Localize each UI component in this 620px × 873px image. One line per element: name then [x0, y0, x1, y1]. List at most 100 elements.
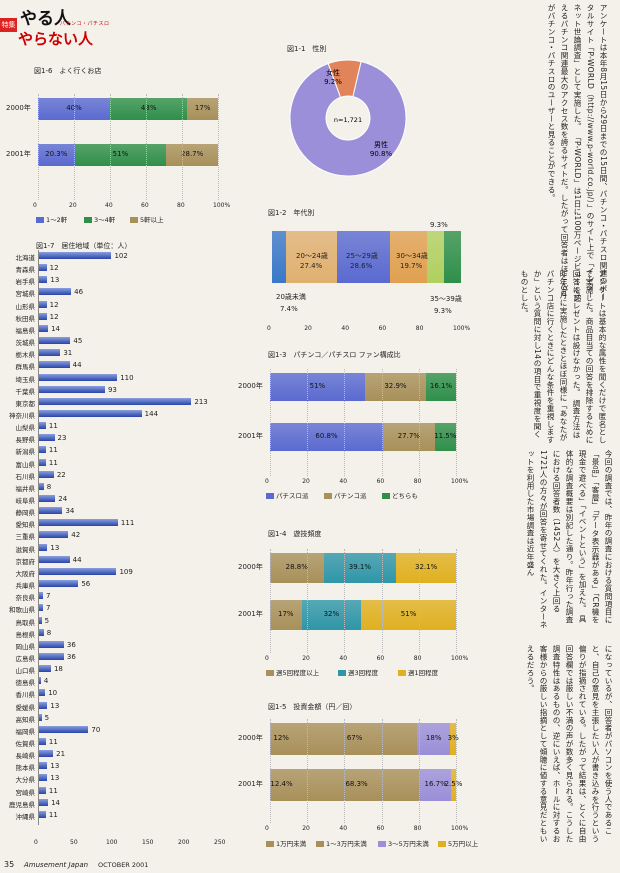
fig13-legend-text: パチスロ派: [276, 492, 309, 500]
fig17-pref-label: 鹿児島県: [9, 800, 35, 809]
fig15-legend-text: 3〜5万円未満: [388, 840, 429, 848]
fig12-segment-value: 7.4%: [280, 305, 298, 313]
fig17-bar: [38, 482, 44, 490]
fig17-bar-value: 11: [48, 810, 58, 819]
fig17-bar-value: 31: [63, 349, 73, 358]
fig14-gridline: [418, 549, 420, 653]
fig17-bar-value: 93: [107, 385, 117, 394]
fig11-female-value: 9.2%: [324, 78, 342, 86]
fig13-bar-label: 16.1%: [429, 382, 453, 390]
fig16-row-label: 2001年: [6, 150, 31, 158]
fig13-bar-label: 51%: [309, 382, 326, 390]
fig17-pref-label: 長崎県: [15, 752, 36, 761]
fig14-tick-label: 80: [413, 655, 422, 662]
fig14-row-label: 2000年: [238, 563, 263, 571]
fig12-segment-label: 20〜24歳: [296, 252, 328, 260]
fig14-legend-text: 週5回程度以上: [276, 669, 320, 677]
fig17-bar: [38, 470, 54, 478]
fig17-title: 図1-7 居住地域（単位：人）: [36, 242, 132, 250]
fig17-bar-value: 56: [81, 580, 91, 589]
fig14-gridline: [456, 549, 457, 653]
fig15-legend-swatch: [316, 841, 324, 847]
fig17-bar-value: 44: [72, 361, 82, 370]
fig15-legend-swatch: [378, 841, 386, 847]
fig17-pref-label: 福井県: [15, 484, 36, 493]
fig16-legend-item: 3〜4軒: [84, 214, 115, 224]
fig17-bar: [38, 713, 42, 721]
fig17-bar: [38, 677, 41, 685]
fig17-bar-value: 34: [65, 507, 75, 516]
fig13-bar-segment: [364, 373, 427, 401]
fig13-gridline: [307, 369, 309, 476]
fig17-bar: [38, 349, 61, 357]
fig17-pref-label: 長野県: [15, 436, 36, 445]
fig17-bar-value: 111: [120, 519, 135, 528]
fig13-tick-label: 20: [302, 478, 310, 485]
fig17-bar: [38, 397, 192, 405]
fig16-tick-label: 20: [69, 202, 77, 209]
issue-label: OCTOBER 2001: [98, 861, 149, 869]
fig13-bar-label: 60.8%: [315, 432, 338, 440]
fig14-tick-label: 40: [339, 655, 348, 662]
fig17-pref-label: 熊本県: [15, 764, 36, 773]
fig17-bar: [38, 276, 48, 284]
fig17-pref-label: 福岡県: [15, 727, 36, 736]
fig14-row-label: 2001年: [238, 610, 263, 618]
fig13-gridline: [456, 369, 457, 476]
fig17-bar: [38, 652, 64, 660]
fig17-bar: [38, 665, 51, 673]
fig17-pref-label: 群馬県: [15, 363, 36, 372]
fig16-bar-segment: [38, 144, 75, 166]
fig17-pref-label: 高知県: [15, 715, 36, 724]
fig12-tick-label: 40: [341, 325, 350, 332]
fig17-pref-label: 兵庫県: [15, 582, 36, 591]
fig15-legend-swatch: [266, 841, 274, 847]
fig16-bar-label: 43%: [140, 104, 157, 112]
fig13-row-label: 2001年: [238, 432, 263, 440]
fig12-segment-label: 35〜39歳: [430, 295, 462, 303]
fig17-bar-value: 11: [48, 422, 58, 431]
fig15-bar-label: 16.7%: [424, 780, 447, 788]
fig15-legend-text: 1万円未満: [276, 840, 307, 848]
fig12-segment-value: 9.3%: [434, 307, 452, 315]
fig17-bar: [38, 689, 46, 697]
fig13-tick-label: 40: [339, 478, 348, 485]
fig13-legend-item: どちらも: [382, 490, 418, 500]
fig13-bar-label: 32.9%: [384, 382, 407, 390]
fig17-pref-label: 沖縄県: [15, 812, 36, 821]
fig17-bar: [38, 324, 49, 332]
fig16-bar-segment: [166, 144, 218, 166]
fig17-pref-label: 京都府: [15, 557, 36, 566]
fig17-bar-value: 11: [48, 786, 58, 795]
fig13-tick-label: 0: [265, 478, 269, 485]
fig17-bar: [38, 616, 42, 624]
fig15-tick-label: 80: [413, 825, 422, 832]
fig15-bar-label: 67%: [346, 734, 363, 742]
fig17-pref-label: 北海道: [15, 254, 36, 262]
fig15-gridline: [344, 719, 346, 823]
fig15-tick-label: 20: [302, 825, 310, 832]
fig17-pref-label: 島根県: [15, 630, 36, 639]
fig17-bar: [38, 519, 118, 527]
fig17-bar-value: 11: [48, 458, 58, 467]
fig17-bar: [38, 495, 56, 502]
fig17-pref-label: 宮崎県: [15, 788, 36, 797]
fig13-bar-segment: [270, 423, 384, 451]
magazine-name: Amusement Japan: [24, 861, 89, 869]
fig15-legend-item: 1万円未満: [266, 838, 306, 848]
fig17-pref-label: 静岡県: [15, 509, 36, 518]
fig15-legend-item: 5万円以上: [438, 838, 478, 848]
fig17-bar: [38, 385, 105, 393]
fig15-bar-label: 12.4%: [270, 780, 293, 788]
fig15-legend-swatch: [438, 841, 446, 847]
fig15-gridline: [418, 719, 420, 823]
fig15-title: 図1-5 投資金額（円／回）: [268, 703, 357, 711]
fig17-pref-label: 徳島県: [15, 679, 36, 688]
fig17-bar: [38, 458, 46, 466]
fig14-bar-label: 32.1%: [415, 563, 438, 571]
fig17-pref-label: 山口県: [15, 667, 36, 676]
fig17-bar-value: 45: [73, 337, 83, 346]
fig14-bar-label: 28.8%: [285, 563, 308, 571]
fig15-bar-label: 2.5%: [444, 780, 463, 788]
fig17-bar: [38, 288, 72, 296]
